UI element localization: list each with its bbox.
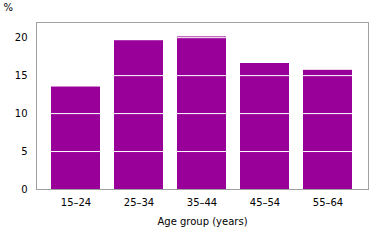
svg-text:5: 5 bbox=[21, 146, 27, 157]
svg-text:15: 15 bbox=[15, 70, 28, 81]
svg-text:20: 20 bbox=[15, 32, 28, 43]
svg-text:0: 0 bbox=[21, 184, 27, 195]
svg-text:25–34: 25–34 bbox=[124, 197, 154, 208]
svg-text:45–54: 45–54 bbox=[250, 197, 280, 208]
svg-text:15–24: 15–24 bbox=[61, 197, 91, 208]
svg-text:Age group (years): Age group (years) bbox=[157, 216, 247, 227]
svg-text:10: 10 bbox=[15, 108, 28, 119]
svg-text:%: % bbox=[4, 2, 14, 13]
svg-text:35–44: 35–44 bbox=[187, 197, 217, 208]
svg-text:55–64: 55–64 bbox=[313, 197, 343, 208]
